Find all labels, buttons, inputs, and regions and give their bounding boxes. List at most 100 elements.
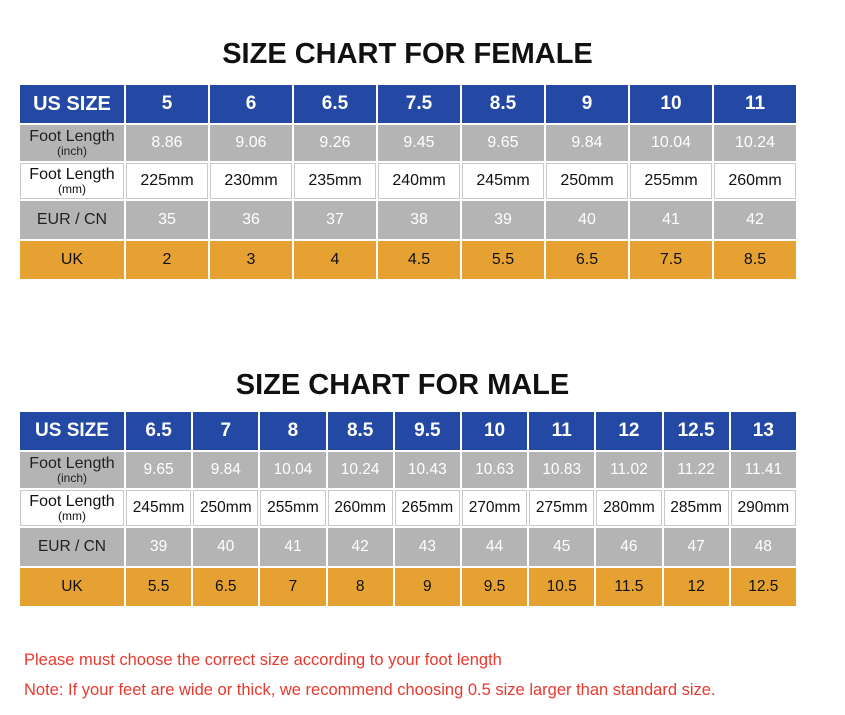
uk-cell: 4.5	[378, 241, 460, 279]
uk-cell: 6.5	[546, 241, 628, 279]
mm-cell: 240mm	[378, 163, 460, 199]
foot-length-label-main: Foot Length	[29, 455, 115, 472]
us-cell: 6.5	[126, 412, 192, 450]
uk-cell: 10.5	[529, 568, 595, 606]
mm-cell: 260mm	[327, 490, 393, 526]
size-advice-note: Please must choose the correct size acco…	[24, 651, 502, 669]
foot-length-unit-mm: (mm)	[58, 182, 86, 196]
male-chart-title: SIZE CHART FOR MALE	[235, 369, 570, 401]
female-chart-title: SIZE CHART FOR FEMALE	[222, 38, 593, 70]
mm-cell: 290mm	[730, 490, 796, 526]
inch-cell: 8.86	[126, 125, 208, 161]
inch-cell: 10.83	[529, 452, 595, 488]
eur-cell: 47	[663, 528, 729, 566]
us-cell: 9	[546, 85, 628, 123]
foot-length-mm-row: Foot Length (mm) 245mm 250mm 255mm 260mm 265…	[20, 490, 796, 526]
eur-cell: 44	[461, 528, 528, 566]
eur-cell: 35	[126, 201, 208, 239]
mm-cell: 255mm	[260, 490, 326, 526]
foot-length-label-main: Foot Length	[29, 493, 115, 510]
foot-length-mm-label: Foot Length (mm)	[20, 163, 124, 199]
mm-cell: 255mm	[630, 163, 712, 199]
foot-length-inch-label: Foot Length (inch)	[20, 125, 124, 161]
us-cell: 12.5	[663, 412, 729, 450]
eur-cell: 48	[730, 528, 796, 566]
eur-cell: 36	[210, 201, 292, 239]
eur-cell: 45	[529, 528, 595, 566]
mm-cell: 265mm	[394, 490, 460, 526]
eur-cn-label: EUR / CN	[20, 201, 124, 239]
eur-cell: 41	[630, 201, 712, 239]
uk-cell: 11.5	[596, 568, 662, 606]
mm-cell: 235mm	[294, 163, 376, 199]
eur-cell: 46	[596, 528, 662, 566]
us-cell: 13	[730, 412, 796, 450]
uk-size-row: UK 2 3 4 4.5 5.5 6.5 7.5 8.5	[20, 241, 796, 279]
eur-cell: 43	[394, 528, 460, 566]
uk-cell: 2	[126, 241, 208, 279]
us-cell: 7	[193, 412, 259, 450]
us-size-label: US SIZE	[20, 412, 124, 450]
mm-cell: 250mm	[546, 163, 628, 199]
us-cell: 6	[210, 85, 292, 123]
uk-cell: 12	[663, 568, 729, 606]
uk-cell: 12.5	[730, 568, 796, 606]
foot-length-unit-inch: (inch)	[56, 144, 87, 158]
inch-cell: 9.84	[193, 452, 259, 488]
foot-length-inch-label: Foot Length (inch)	[20, 452, 124, 488]
inch-cell: 10.43	[394, 452, 460, 488]
inch-cell: 11.22	[663, 452, 729, 488]
foot-length-unit-inch: (inch)	[56, 471, 87, 485]
male-size-table: US SIZE 6.5 7 8 8.5 9.5 10 11 12 12.5 13 Foot Len…	[18, 410, 798, 608]
female-size-table: US SIZE 5 6 6.5 7.5 8.5 9 10 11 Foot Length (in…	[18, 83, 798, 281]
uk-cell: 6.5	[193, 568, 259, 606]
eur-cell: 40	[193, 528, 259, 566]
us-cell: 6.5	[294, 85, 376, 123]
eur-cell: 42	[714, 201, 796, 239]
uk-cell: 9.5	[461, 568, 528, 606]
mm-cell: 225mm	[126, 163, 208, 199]
us-size-label: US SIZE	[20, 85, 124, 123]
inch-cell: 10.24	[327, 452, 393, 488]
foot-length-label-main: Foot Length	[29, 128, 115, 145]
inch-cell: 9.26	[294, 125, 376, 161]
inch-cell: 10.04	[260, 452, 326, 488]
eur-cell: 42	[327, 528, 393, 566]
us-cell: 5	[126, 85, 208, 123]
eur-cell: 41	[260, 528, 326, 566]
us-size-row: US SIZE 6.5 7 8 8.5 9.5 10 11 12 12.5 13	[20, 412, 796, 450]
uk-cell: 7	[260, 568, 326, 606]
uk-cell: 9	[394, 568, 460, 606]
mm-cell: 250mm	[193, 490, 259, 526]
us-cell: 8	[260, 412, 326, 450]
foot-length-mm-label: Foot Length (mm)	[20, 490, 124, 526]
uk-cell: 5.5	[126, 568, 192, 606]
mm-cell: 270mm	[461, 490, 528, 526]
us-cell: 11	[529, 412, 595, 450]
mm-cell: 285mm	[663, 490, 729, 526]
us-cell: 10	[461, 412, 528, 450]
us-cell: 8.5	[462, 85, 544, 123]
inch-cell: 9.06	[210, 125, 292, 161]
mm-cell: 245mm	[462, 163, 544, 199]
uk-cell: 4	[294, 241, 376, 279]
inch-cell: 11.02	[596, 452, 662, 488]
inch-cell: 11.41	[730, 452, 796, 488]
eur-cn-label: EUR / CN	[20, 528, 124, 566]
mm-cell: 230mm	[210, 163, 292, 199]
us-cell: 11	[714, 85, 796, 123]
eur-cell: 39	[462, 201, 544, 239]
eur-cn-row: EUR / CN 39 40 41 42 43 44 45 46 47 48	[20, 528, 796, 566]
inch-cell: 10.04	[630, 125, 712, 161]
inch-cell: 9.84	[546, 125, 628, 161]
inch-cell: 9.65	[462, 125, 544, 161]
eur-cell: 37	[294, 201, 376, 239]
us-cell: 12	[596, 412, 662, 450]
uk-cell: 7.5	[630, 241, 712, 279]
inch-cell: 10.24	[714, 125, 796, 161]
uk-cell: 3	[210, 241, 292, 279]
foot-length-inch-row: Foot Length (inch) 8.86 9.06 9.26 9.45 9.65 9…	[20, 125, 796, 161]
wide-feet-note: Note: If your feet are wide or thick, we…	[24, 681, 716, 699]
eur-cn-row: EUR / CN 35 36 37 38 39 40 41 42	[20, 201, 796, 239]
us-cell: 10	[630, 85, 712, 123]
